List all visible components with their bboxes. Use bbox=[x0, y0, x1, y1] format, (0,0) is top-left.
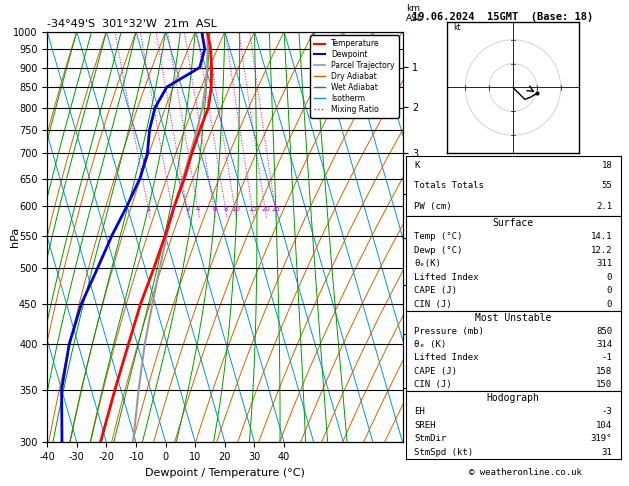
Text: km
ASL: km ASL bbox=[406, 4, 423, 23]
Text: Mixing Ratio (g/kg): Mixing Ratio (g/kg) bbox=[431, 194, 440, 280]
Text: 8: 8 bbox=[224, 206, 228, 211]
Text: -34°49'S  301°32'W  21m  ASL: -34°49'S 301°32'W 21m ASL bbox=[47, 19, 217, 30]
Text: CAPE (J): CAPE (J) bbox=[415, 366, 457, 376]
Text: © weatheronline.co.uk: © weatheronline.co.uk bbox=[469, 468, 582, 477]
Text: θₑ (K): θₑ (K) bbox=[415, 340, 447, 349]
Text: 319°: 319° bbox=[591, 434, 612, 443]
Text: 14.1: 14.1 bbox=[591, 232, 612, 241]
X-axis label: Dewpoint / Temperature (°C): Dewpoint / Temperature (°C) bbox=[145, 468, 305, 478]
Text: LCL: LCL bbox=[406, 432, 421, 441]
Text: StmSpd (kt): StmSpd (kt) bbox=[415, 448, 474, 457]
Text: CIN (J): CIN (J) bbox=[415, 300, 452, 309]
Text: EH: EH bbox=[415, 407, 425, 416]
Text: K: K bbox=[415, 161, 420, 170]
Text: kt: kt bbox=[454, 23, 461, 32]
Text: 12.2: 12.2 bbox=[591, 245, 612, 255]
Legend: Temperature, Dewpoint, Parcel Trajectory, Dry Adiabat, Wet Adiabat, Isotherm, Mi: Temperature, Dewpoint, Parcel Trajectory… bbox=[310, 35, 399, 118]
Text: 25: 25 bbox=[271, 206, 280, 211]
Text: Dewp (°C): Dewp (°C) bbox=[415, 245, 463, 255]
Text: hPa: hPa bbox=[10, 227, 20, 247]
Text: 31: 31 bbox=[601, 448, 612, 457]
Text: 850: 850 bbox=[596, 327, 612, 336]
Text: 55: 55 bbox=[601, 181, 612, 191]
Text: 2: 2 bbox=[170, 206, 175, 211]
Text: Pressure (mb): Pressure (mb) bbox=[415, 327, 484, 336]
Text: CAPE (J): CAPE (J) bbox=[415, 286, 457, 295]
Text: 18: 18 bbox=[601, 161, 612, 170]
Text: 6: 6 bbox=[212, 206, 216, 211]
Text: -1: -1 bbox=[601, 353, 612, 363]
Text: 104: 104 bbox=[596, 421, 612, 430]
Text: Temp (°C): Temp (°C) bbox=[415, 232, 463, 241]
Text: Lifted Index: Lifted Index bbox=[415, 273, 479, 282]
Text: Hodograph: Hodograph bbox=[487, 393, 540, 403]
Text: PW (cm): PW (cm) bbox=[415, 202, 452, 210]
Text: 314: 314 bbox=[596, 340, 612, 349]
Text: 1: 1 bbox=[147, 206, 151, 211]
Text: 20: 20 bbox=[261, 206, 270, 211]
Text: 0: 0 bbox=[607, 273, 612, 282]
Text: Lifted Index: Lifted Index bbox=[415, 353, 479, 363]
Text: Most Unstable: Most Unstable bbox=[475, 312, 552, 323]
Text: Surface: Surface bbox=[493, 218, 534, 228]
Text: 158: 158 bbox=[596, 366, 612, 376]
Text: 19.06.2024  15GMT  (Base: 18): 19.06.2024 15GMT (Base: 18) bbox=[412, 12, 593, 22]
Text: StmDir: StmDir bbox=[415, 434, 447, 443]
Text: -3: -3 bbox=[601, 407, 612, 416]
Text: 311: 311 bbox=[596, 259, 612, 268]
Text: θₑ(K): θₑ(K) bbox=[415, 259, 441, 268]
Text: SREH: SREH bbox=[415, 421, 436, 430]
Text: 3: 3 bbox=[185, 206, 190, 211]
Text: 10: 10 bbox=[231, 206, 240, 211]
Text: 0: 0 bbox=[607, 300, 612, 309]
Text: 0: 0 bbox=[607, 286, 612, 295]
Text: 15: 15 bbox=[248, 206, 257, 211]
Text: 4: 4 bbox=[196, 206, 201, 211]
Text: Totals Totals: Totals Totals bbox=[415, 181, 484, 191]
Text: 150: 150 bbox=[596, 380, 612, 389]
Text: CIN (J): CIN (J) bbox=[415, 380, 452, 389]
Text: 2.1: 2.1 bbox=[596, 202, 612, 210]
